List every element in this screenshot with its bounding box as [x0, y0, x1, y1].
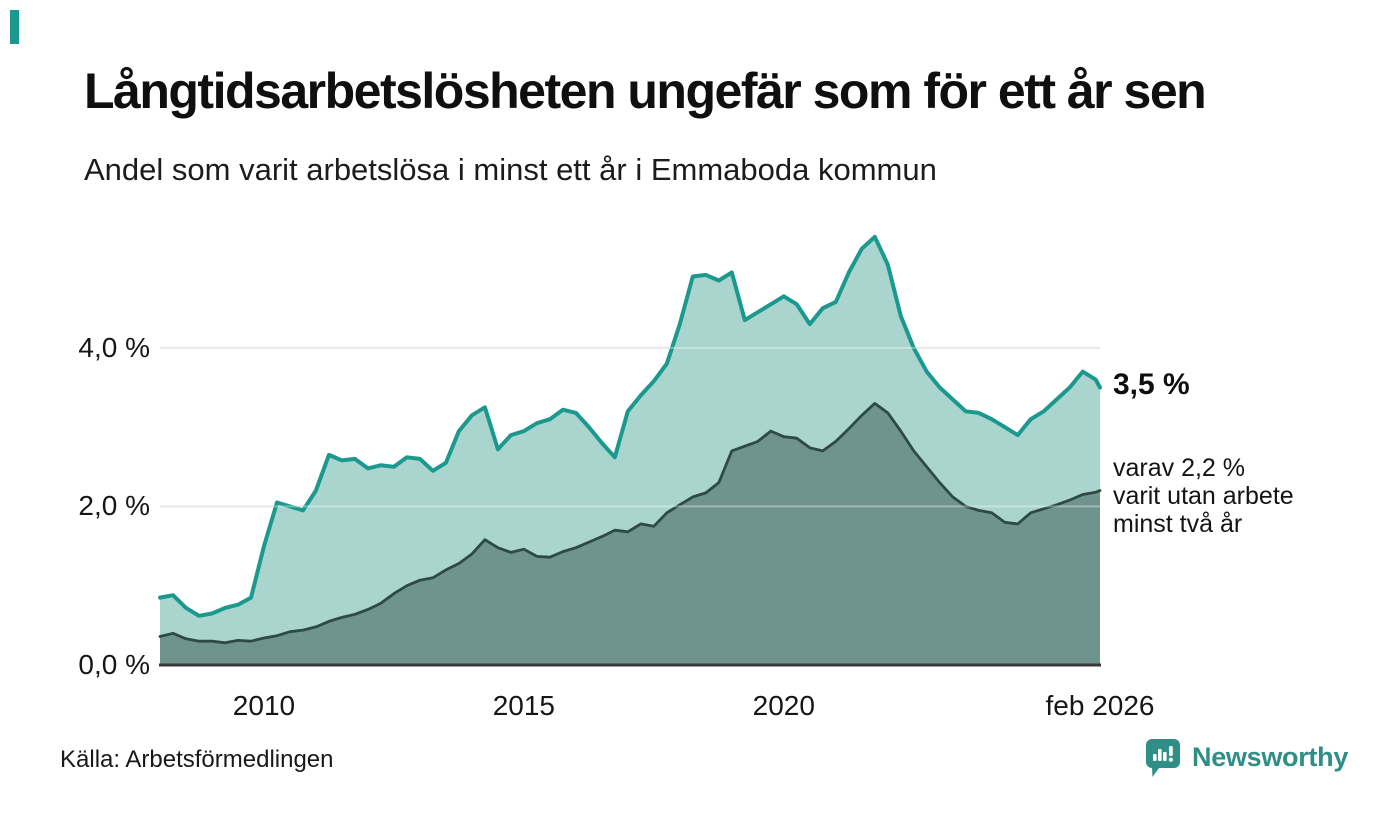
- newsworthy-logo-text: Newsworthy: [1192, 742, 1349, 772]
- y-tick-label-0,0 %: 0,0 %: [78, 649, 150, 680]
- subset-annotation-line1: varav 2,2 %: [1113, 454, 1246, 482]
- brand-accent-bar: [10, 10, 19, 44]
- y-tick-label-2,0 %: 2,0 %: [78, 490, 150, 522]
- x-tick-label-2010: 2010: [232, 690, 296, 721]
- total-series-end-annotation: 3,5 %: [1113, 368, 1190, 401]
- subset-area-fill: [160, 403, 1100, 665]
- x-tick-label-2015: 2015: [492, 690, 556, 721]
- y-tick-label-4,0 %: 4,0 %: [78, 331, 150, 363]
- x-tick-label-feb 2026: feb 2026: [1045, 690, 1155, 721]
- subset-series-end-annotation: varav 2,2 % varit utan arbete minst två …: [1113, 454, 1294, 538]
- chart-subtitle: Andel som varit arbetslösa i minst ett å…: [84, 152, 937, 187]
- newsworthy-logo-icon: [1146, 739, 1180, 777]
- total-series-line: [158, 234, 1102, 618]
- x-tick-label-2020: 2020: [752, 690, 815, 721]
- subset-annotation-line2: varit utan arbete: [1113, 482, 1294, 510]
- chart-title: Långtidsarbetslösheten ungefär som för e…: [84, 63, 1207, 119]
- source-caption: Källa: Arbetsförmedlingen: [60, 746, 334, 773]
- subset-annotation-line3: minst två år: [1113, 510, 1243, 538]
- newsworthy-logo: Newsworthy: [1146, 739, 1348, 781]
- subset-series-line: [158, 402, 1102, 645]
